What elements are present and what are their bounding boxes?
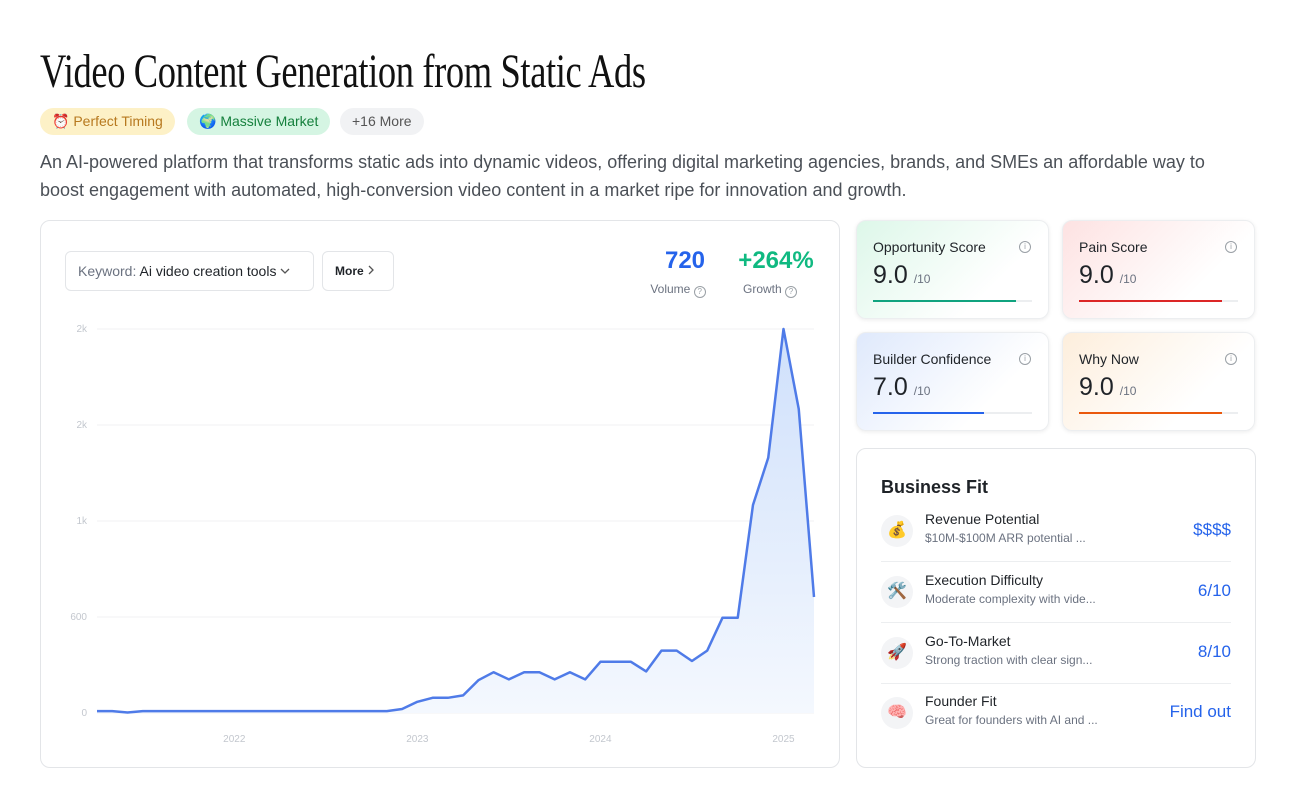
score-bar — [1079, 300, 1223, 302]
tag-label: +16 More — [352, 113, 412, 129]
more-button[interactable]: More — [322, 251, 394, 291]
page-title: Video Content Generation from Static Ads — [40, 45, 646, 98]
score-card: Why Now i 9.0/10 — [1062, 332, 1255, 431]
score-name: Why Now — [1079, 351, 1139, 367]
score-value: 7.0/10 — [873, 373, 930, 402]
fit-name: Revenue Potential — [925, 511, 1040, 527]
score-number: 7.0 — [873, 373, 908, 401]
score-card: Pain Score i 9.0/10 — [1062, 220, 1255, 319]
score-number: 9.0 — [873, 261, 908, 289]
score-name: Opportunity Score — [873, 239, 986, 255]
fit-icon: 🚀 — [881, 637, 913, 669]
score-value: 9.0/10 — [1079, 373, 1136, 402]
x-tick-label: 2022 — [223, 734, 246, 745]
score-card: Opportunity Score i 9.0/10 — [856, 220, 1049, 319]
fit-item: 🚀 Go-To-Market Strong traction with clear … — [881, 633, 1231, 683]
fit-icon: 💰 — [881, 515, 913, 547]
chevron — [368, 265, 374, 275]
chevron — [280, 268, 290, 274]
area — [97, 329, 814, 713]
separator — [881, 683, 1231, 684]
metric-label: Volume ? — [618, 282, 738, 298]
score-bar — [873, 412, 985, 414]
chart: 0 600 1k 2k 2k 2022 2023 2024 2025 — [70, 324, 816, 745]
help-icon: ? — [785, 286, 798, 298]
score-max: /10 — [1119, 272, 1137, 286]
info-icon[interactable]: i — [1019, 353, 1031, 365]
x-tick-label: 2024 — [589, 734, 612, 745]
tag-label: Massive Market — [220, 113, 319, 129]
description: An AI-powered platform that transforms s… — [40, 152, 1205, 200]
tag-icon: 🌍 — [199, 113, 217, 129]
info-icon[interactable]: i — [1019, 241, 1031, 253]
fit-name: Go-To-Market — [925, 633, 1011, 649]
score-number: 9.0 — [1079, 373, 1114, 401]
fit-description: Moderate complexity with vide... — [925, 592, 1096, 606]
separator — [881, 561, 1231, 562]
tag[interactable]: 🌍 Massive Market — [187, 108, 331, 135]
fit-item: 🛠️ Execution Difficulty Moderate complexit… — [881, 572, 1231, 622]
score-name: Builder Confidence — [873, 351, 992, 367]
button-label: More — [335, 264, 364, 278]
score-max: /10 — [913, 272, 931, 286]
fit-item: 🧠 Founder Fit Great for founders with AI a… — [881, 693, 1231, 743]
fit-item: 💰 Revenue Potential $10M-$100M ARR potenti… — [881, 511, 1231, 561]
keyword-label: Keyword: — [78, 263, 137, 279]
line — [97, 327, 816, 714]
score-track — [873, 412, 1032, 414]
score-max: /10 — [1119, 384, 1137, 398]
score-name: Pain Score — [1079, 239, 1148, 255]
score-bar — [1079, 412, 1223, 414]
tag-icon: ⏰ — [52, 113, 70, 129]
score-value: 9.0/10 — [873, 261, 930, 290]
keyword-value: Ai video creation tools — [139, 263, 277, 279]
info-icon[interactable]: i — [1225, 241, 1237, 253]
y-tick-label: 2k — [76, 324, 88, 335]
score-track — [1079, 412, 1238, 414]
metric-label-text: Growth — [742, 282, 782, 296]
keyword-select[interactable]: Keyword: Ai video creation tools — [65, 251, 314, 291]
fit-name: Founder Fit — [925, 693, 997, 709]
tag[interactable]: +16 More — [340, 108, 424, 135]
metric-value: 720 — [664, 247, 706, 274]
fit-description: $10M-$100M ARR potential ... — [925, 531, 1086, 545]
fit-value: $$$$ — [1193, 520, 1231, 539]
fit-description: Great for founders with AI and ... — [925, 713, 1098, 727]
separator — [881, 622, 1231, 623]
score-bar — [873, 300, 1017, 302]
fit-link[interactable]: Find out — [1169, 702, 1231, 721]
metric-label: Growth ? — [710, 282, 830, 298]
fit-icon: 🧠 — [881, 697, 913, 729]
fit-icon: 🛠️ — [881, 576, 913, 608]
fit-name: Execution Difficulty — [925, 572, 1044, 588]
y-tick-label: 2k — [76, 420, 88, 431]
x-tick-label: 2023 — [406, 734, 429, 745]
help-icon: ? — [693, 286, 706, 298]
score-max: /10 — [913, 384, 931, 398]
y-tick-label: 0 — [81, 708, 87, 719]
info-icon[interactable]: i — [1225, 353, 1237, 365]
fit-description: Strong traction with clear sign... — [925, 653, 1093, 667]
section-title: Business Fit — [881, 477, 989, 497]
fit-value: 6/10 — [1197, 581, 1231, 600]
y-tick-label: 600 — [70, 612, 87, 623]
score-track — [873, 300, 1032, 302]
metric-label-text: Volume — [650, 282, 691, 296]
fit-value: 8/10 — [1197, 642, 1231, 661]
y-tick-label: 1k — [76, 516, 88, 527]
x-tick-label: 2025 — [772, 734, 795, 745]
score-card: Builder Confidence i 7.0/10 — [856, 332, 1049, 431]
tag-label: Perfect Timing — [73, 113, 163, 129]
score-number: 9.0 — [1079, 261, 1114, 289]
tag[interactable]: ⏰ Perfect Timing — [40, 108, 175, 135]
score-track — [1079, 300, 1238, 302]
metric-value: +264% — [738, 247, 814, 274]
score-value: 9.0/10 — [1079, 261, 1136, 290]
business-fit-card — [856, 448, 1256, 768]
